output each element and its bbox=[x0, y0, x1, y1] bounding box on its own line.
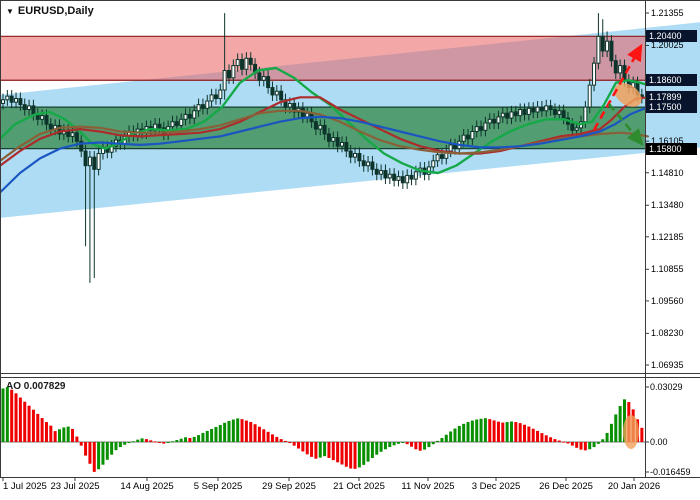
forecast-arrow-up bbox=[592, 43, 643, 131]
highlight-ellipse-main bbox=[614, 83, 642, 107]
symbol-timeframe-label: EURUSD,Daily bbox=[17, 5, 94, 17]
ma-slow-blue bbox=[0, 106, 650, 194]
symbol-selector[interactable]: ▼ EURUSD,Daily bbox=[6, 5, 94, 17]
ao-indicator-label: AO 0.007829 bbox=[6, 381, 66, 392]
ma-fast-green bbox=[0, 66, 650, 175]
ma-medium-crimson bbox=[0, 96, 650, 167]
chevron-down-icon[interactable]: ▼ bbox=[6, 6, 14, 16]
resistance-zone bbox=[0, 35, 645, 81]
candlestick-series bbox=[1, 13, 644, 283]
chart-borders bbox=[0, 0, 700, 481]
forecast-arrow-down bbox=[607, 103, 644, 147]
highlight-ellipse-ao bbox=[623, 415, 639, 449]
ao-histogram bbox=[0, 387, 645, 472]
